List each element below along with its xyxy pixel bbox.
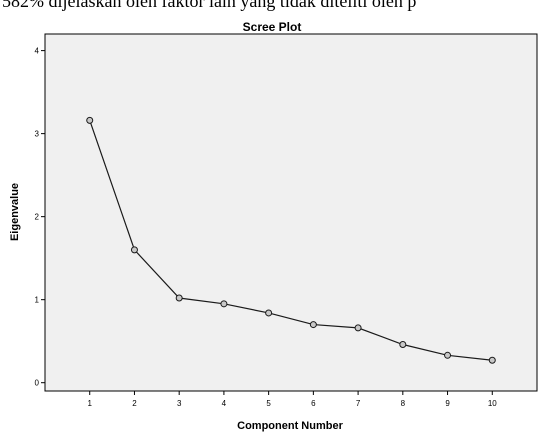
data-point — [220, 300, 228, 308]
x-tick-label: 3 — [177, 399, 182, 408]
data-point — [309, 321, 317, 329]
y-tick-label: 4 — [35, 47, 40, 56]
y-axis-ticks: 0 1 2 3 4 — [35, 47, 45, 388]
x-tick-label: 9 — [445, 399, 450, 408]
x-tick-label: 10 — [488, 399, 497, 408]
x-tick-label: 4 — [222, 399, 227, 408]
y-tick-label: 3 — [35, 130, 40, 139]
scree-line — [89, 120, 493, 361]
x-tick-label: 2 — [132, 399, 137, 408]
x-axis-label: Component Number — [237, 420, 343, 432]
y-tick-label: 1 — [35, 296, 40, 305]
x-tick-label: 8 — [401, 399, 406, 408]
data-point — [444, 351, 452, 359]
x-tick-label: 1 — [88, 399, 93, 408]
plot-area — [44, 33, 538, 392]
chart-title: Scree Plot — [243, 20, 302, 34]
data-point — [354, 324, 362, 332]
y-axis-label: Eigenvalue — [9, 183, 21, 241]
data-point — [130, 246, 138, 254]
x-tick-label: 7 — [356, 399, 361, 408]
y-tick-label: 2 — [35, 213, 40, 222]
x-axis-ticks: 1 2 3 4 5 6 7 8 9 10 — [88, 391, 497, 408]
y-tick-label: 0 — [35, 379, 40, 388]
x-tick-label: 5 — [266, 399, 271, 408]
x-tick-label: 6 — [311, 399, 316, 408]
data-point — [488, 356, 496, 364]
cut-off-page-text: 582% dijelaskan oleh faktor lain yang ti… — [2, 0, 417, 11]
data-point — [265, 309, 273, 317]
data-point — [399, 341, 407, 349]
data-point — [175, 294, 183, 302]
eigenvalue-series — [86, 116, 496, 364]
data-point — [86, 116, 94, 124]
